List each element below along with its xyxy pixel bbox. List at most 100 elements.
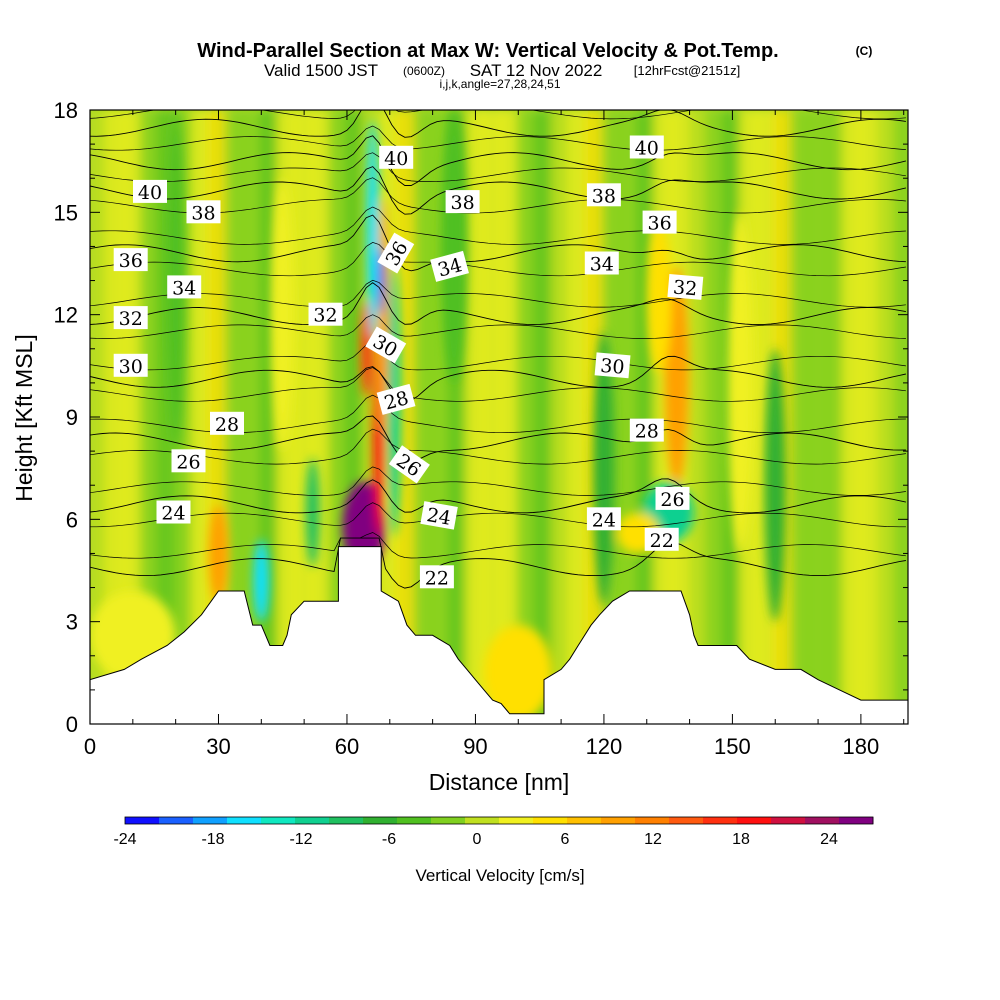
contour-label: 34	[430, 250, 469, 282]
velocity-band	[310, 110, 332, 724]
y-axis-title: Height [Kft MSL]	[11, 334, 37, 501]
isentrope-line	[90, 314, 906, 339]
colorbar-tick-label: 12	[644, 831, 662, 848]
contour-labels: 40 38 36 34 32 30 28 26 24 40 38 36 34 32 30 28 26 24 22 40…	[113, 135, 704, 589]
contour-label: 24	[156, 500, 191, 525]
x-tick-label: 150	[714, 734, 751, 759]
colorbar-swatch	[737, 817, 772, 824]
velocity-band	[550, 110, 572, 724]
plot-area: 40 38 36 34 32 30 28 26 24 40 38 36 34 32 30 28 26 24 22 40…	[90, 0, 908, 724]
contour-label-text: 36	[119, 250, 143, 272]
isentrope-line	[90, 428, 906, 465]
velocity-cell	[593, 331, 615, 605]
velocity-band	[190, 110, 212, 724]
contour-label: 40	[629, 135, 664, 160]
y-tick-label: 15	[54, 200, 78, 225]
colorbar-swatch	[159, 817, 194, 824]
y-tick-label: 18	[54, 98, 78, 123]
contour-label-text: 30	[119, 356, 143, 378]
colorbar-tick-label: 0	[473, 831, 482, 848]
contour-label: 34	[584, 251, 619, 276]
contour-label: 26	[655, 486, 690, 511]
isentrope-line	[90, 282, 906, 326]
contour-label: 26	[171, 449, 206, 473]
colorbar-title: Vertical Velocity [cm/s]	[415, 866, 584, 885]
contour-label: 28	[210, 411, 244, 436]
contour-label-box	[113, 306, 148, 330]
x-tick-label: 60	[335, 734, 359, 759]
valid-time-label: Valid 1500 JST	[264, 61, 378, 80]
velocity-band	[293, 110, 315, 724]
colorbar-swatch	[125, 817, 160, 824]
contour-label-box	[388, 445, 430, 484]
contour-label-box	[445, 190, 480, 214]
isentrope-line	[90, 0, 906, 25]
contour-label-text: 26	[660, 489, 684, 511]
contour-label-text: 24	[592, 509, 616, 531]
x-axis: 0 30 60 90 120 150 180	[84, 110, 905, 759]
isentrope-line	[90, 367, 906, 402]
x-tick-label: 120	[586, 734, 623, 759]
y-tick-label: 12	[54, 303, 78, 328]
copyright-mark: (C)	[856, 44, 873, 58]
contour-label-box	[171, 449, 206, 473]
contour-label-box	[156, 500, 191, 524]
contour-label: 30	[365, 326, 407, 364]
contour-label-box	[186, 200, 221, 224]
velocity-cell	[209, 505, 228, 602]
contour-label-text: 28	[635, 421, 659, 443]
velocity-band	[516, 110, 538, 724]
colorbar-swatch	[261, 817, 296, 824]
isentrope-line	[90, 466, 906, 496]
contour-label: 40	[379, 145, 414, 170]
contour-label-box	[594, 352, 631, 379]
isentrope-line	[90, 532, 906, 559]
contour-label: 34	[167, 275, 202, 299]
velocity-band	[824, 110, 846, 724]
colorbar-swatch	[771, 817, 806, 824]
isentrope-line	[90, 214, 906, 272]
contour-label-box	[584, 251, 619, 275]
contour-label: 30	[113, 353, 148, 378]
contour-label: 32	[667, 273, 704, 300]
contour-label-text: 24	[425, 504, 453, 530]
contour-label: 28	[629, 418, 664, 443]
contour-label-text: 38	[592, 185, 616, 207]
colorbar-swatch	[465, 817, 500, 824]
contour-label: 38	[445, 190, 480, 214]
indices-label: i,j,k,angle=27,28,24,51	[439, 77, 560, 91]
contour-label-box	[644, 527, 679, 551]
valid-date-label: SAT 12 Nov 2022	[470, 61, 603, 80]
velocity-band	[464, 110, 487, 724]
contour-label-text: 40	[635, 138, 659, 160]
isentrope-line	[90, 537, 906, 589]
colorbar-tick-label: -12	[289, 831, 312, 848]
colorbar-swatch	[227, 817, 262, 824]
isentrope-line	[90, 110, 906, 138]
colorbar-tick-label: -24	[113, 831, 136, 848]
contour-label-box	[308, 302, 343, 326]
colorbar-swatch	[193, 817, 228, 824]
velocity-cell	[484, 625, 553, 721]
isentrope-line	[90, 342, 906, 371]
isentrope-line	[90, 355, 906, 403]
velocity-cell	[441, 110, 467, 383]
colorbar-tick-label: -18	[201, 831, 224, 848]
isentrope-line	[90, 177, 906, 214]
x-tick-label: 30	[206, 734, 230, 759]
contour-label-box	[629, 135, 664, 159]
colorbar-swatch	[669, 817, 704, 824]
velocity-band	[790, 110, 812, 724]
chart-title: Wind-Parallel Section at Max W: Vertical…	[197, 40, 778, 62]
contour-label-text: 36	[648, 213, 672, 235]
contour-label-box	[419, 565, 454, 589]
colorbar-swatch	[567, 817, 602, 824]
contour-label-box	[667, 273, 704, 300]
forecast-label: [12hrFcst@2151z]	[634, 63, 740, 78]
contour-label-text: 24	[161, 503, 185, 525]
contour-label: 32	[308, 302, 343, 327]
colorbar-tick-label: 24	[820, 831, 838, 848]
velocity-cell	[366, 120, 379, 339]
contour-label: 38	[186, 200, 221, 224]
